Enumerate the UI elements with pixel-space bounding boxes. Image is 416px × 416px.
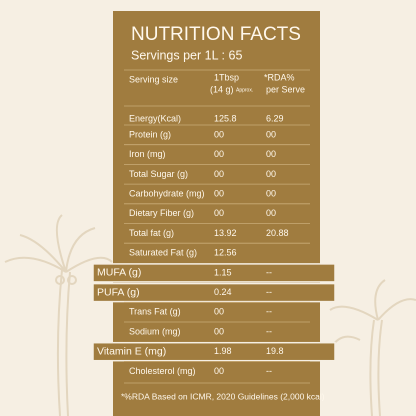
row-label: Sodium (mg) [129, 326, 181, 336]
row-value: 00 [214, 208, 224, 218]
palm-left [4, 214, 113, 416]
row-value: 00 [214, 307, 224, 317]
column-header: (14 g) [210, 84, 234, 94]
row-value: -- [266, 326, 272, 336]
row-value: 00 [266, 149, 276, 159]
row-value: 00 [214, 129, 224, 139]
row-label: PUFA (g) [97, 286, 140, 298]
row-value: 0.24 [214, 287, 232, 297]
row-label: Dietary Fiber (g) [129, 208, 194, 218]
column-header: *RDA% [264, 72, 295, 82]
row-value: 1.15 [214, 267, 232, 277]
row-label: Iron (mg) [129, 149, 166, 159]
row-value: 00 [266, 208, 276, 218]
row-value: -- [266, 267, 272, 277]
row-label: Trans Fat (g) [129, 307, 181, 317]
row-value: 00 [214, 326, 224, 336]
row-value: 19.8 [266, 346, 284, 356]
row-value: 00 [214, 188, 224, 198]
row-value: 00 [266, 129, 276, 139]
row-value: 125.8 [214, 113, 237, 123]
servings: Servings per 1L : 65 [131, 48, 242, 62]
row-label: Saturated Fat (g) [129, 248, 197, 258]
row-value: 00 [266, 188, 276, 198]
row-label: Total Sugar (g) [129, 169, 188, 179]
column-header: per Serve [266, 84, 305, 94]
column-header: Approx. [236, 87, 253, 93]
column-header: 1Tbsp [214, 72, 239, 82]
row-value: -- [266, 307, 272, 317]
row-value: 1.98 [214, 346, 232, 356]
row-label: MUFA (g) [97, 267, 141, 279]
row-value: 00 [214, 169, 224, 179]
row-value: 00 [214, 149, 224, 159]
row-label: Carbohydrate (mg) [129, 188, 205, 198]
highlight-band [92, 282, 336, 303]
row-label: Cholesterol (mg) [129, 366, 196, 376]
row-value: 00 [214, 366, 224, 376]
table: Serving size 1Tbsp (14 g) Approx. *RDA% per S… [92, 72, 336, 376]
row-value: 12.56 [214, 248, 237, 258]
row-value: 13.92 [214, 228, 237, 238]
row-label: Energy(Kcal) [129, 113, 181, 123]
title: NUTRITION FACTS [131, 24, 301, 45]
column-header: Serving size [129, 74, 178, 84]
highlight-band [92, 341, 336, 362]
footnote: *%RDA Based on ICMR, 2020 Guidelines (2,… [121, 391, 325, 401]
row-value: 00 [266, 169, 276, 179]
row-label: Total fat (g) [129, 228, 174, 238]
row-value: 20.88 [266, 228, 289, 238]
row-value: -- [266, 287, 272, 297]
row-value: -- [266, 366, 272, 376]
row-label: Protein (g) [129, 129, 171, 139]
highlight-band [92, 263, 336, 283]
row-value: 6.29 [266, 113, 284, 123]
row-label: Vitamin E (mg) [97, 345, 166, 357]
